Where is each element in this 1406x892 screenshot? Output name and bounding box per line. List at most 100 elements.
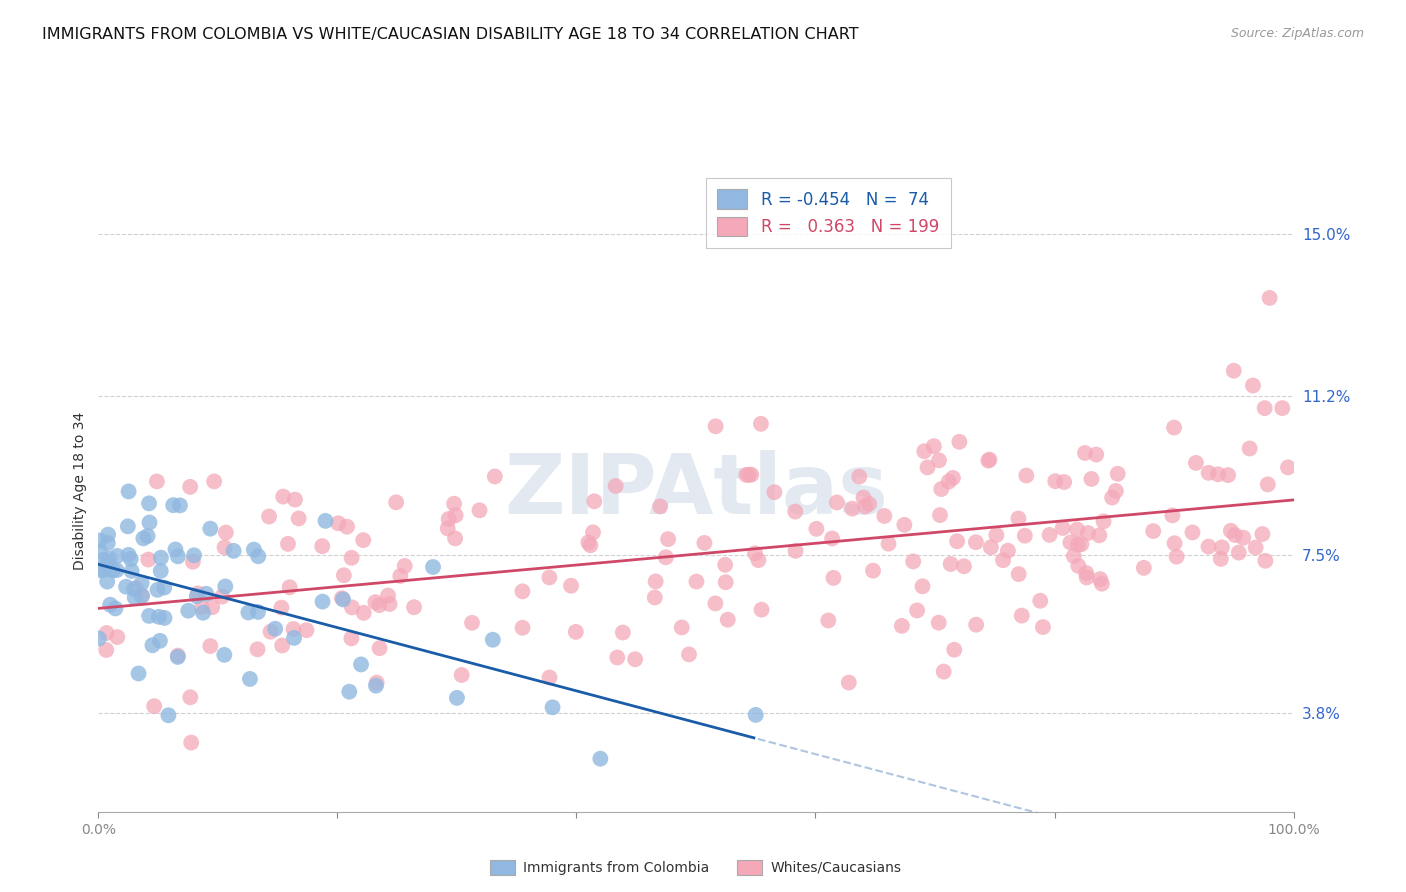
Point (1074, 446, 1097, 460)
Point (96, 643, 118, 657)
Point (311, 539, 333, 553)
Point (211, 590, 233, 604)
Point (166, 549, 188, 564)
Point (167, 648, 190, 663)
Point (283, 631, 305, 645)
Point (1166, 549, 1188, 564)
Point (714, 575, 737, 590)
Point (912, 444, 935, 458)
Point (215, 525, 238, 540)
Point (1258, 291, 1281, 305)
Point (740, 467, 762, 482)
Point (862, 564, 884, 578)
Point (905, 603, 928, 617)
Point (965, 535, 987, 549)
Point (979, 452, 1001, 467)
Point (1076, 570, 1098, 584)
Point (93, 552, 115, 566)
Point (422, 560, 444, 574)
Point (165, 542, 187, 557)
Point (402, 600, 425, 615)
Point (1045, 474, 1067, 488)
Point (98, 551, 121, 566)
Point (340, 550, 363, 565)
Point (117, 484, 139, 499)
Point (149, 564, 172, 578)
Point (1133, 561, 1156, 575)
Point (186, 589, 208, 603)
Point (264, 622, 287, 636)
Point (96, 626, 118, 640)
Point (1211, 541, 1233, 555)
Point (911, 579, 934, 593)
Point (948, 434, 970, 449)
Point (98, 598, 121, 612)
Point (247, 549, 270, 564)
Point (257, 509, 280, 524)
Point (149, 550, 172, 565)
Text: IMMIGRANTS FROM COLOMBIA VS WHITE/CAUCASIAN DISABILITY AGE 18 TO 34 CORRELATION : IMMIGRANTS FROM COLOMBIA VS WHITE/CAUCAS… (42, 27, 859, 42)
Point (96, 574, 118, 589)
Point (315, 514, 337, 528)
Point (191, 606, 214, 620)
Point (1015, 468, 1038, 483)
Point (120, 552, 142, 566)
Legend: Immigrants from Colombia, Whites/Caucasians: Immigrants from Colombia, Whites/Caucasi… (484, 853, 908, 882)
Point (146, 582, 169, 597)
Point (131, 589, 153, 603)
Point (444, 532, 467, 546)
Point (125, 581, 148, 595)
Point (928, 615, 950, 630)
Point (747, 553, 769, 567)
Point (385, 495, 408, 509)
Point (939, 557, 962, 571)
Point (852, 491, 875, 505)
Point (1227, 546, 1250, 560)
Point (977, 453, 1000, 467)
Point (848, 469, 870, 483)
Point (222, 544, 245, 558)
Point (735, 467, 758, 482)
Point (1105, 483, 1128, 498)
Point (785, 505, 807, 519)
Point (877, 536, 900, 550)
Point (277, 537, 299, 551)
Point (745, 707, 768, 722)
Point (179, 480, 201, 494)
Point (541, 700, 564, 714)
Point (1271, 401, 1294, 416)
Point (162, 498, 184, 512)
Point (624, 652, 647, 666)
Point (1101, 491, 1123, 505)
Point (1092, 514, 1115, 528)
Point (90, 563, 112, 577)
Point (538, 670, 561, 684)
Point (389, 569, 412, 583)
Point (149, 633, 172, 648)
Point (153, 611, 176, 625)
Point (166, 649, 188, 664)
Point (714, 558, 737, 572)
Point (122, 582, 145, 596)
Point (105, 630, 128, 644)
Point (278, 580, 301, 594)
Point (394, 559, 416, 574)
Point (917, 460, 939, 475)
Point (685, 574, 707, 589)
Point (461, 615, 484, 630)
Point (1216, 468, 1239, 483)
Point (1063, 549, 1085, 563)
Point (214, 579, 236, 593)
Point (1198, 466, 1220, 480)
Point (873, 508, 896, 523)
Point (817, 614, 839, 628)
Point (333, 568, 356, 582)
Point (202, 475, 225, 489)
Point (336, 519, 359, 533)
Point (1053, 475, 1076, 489)
Point (214, 541, 236, 555)
Point (89, 533, 111, 548)
Point (1076, 566, 1098, 580)
Point (96, 556, 118, 570)
Point (368, 598, 391, 612)
